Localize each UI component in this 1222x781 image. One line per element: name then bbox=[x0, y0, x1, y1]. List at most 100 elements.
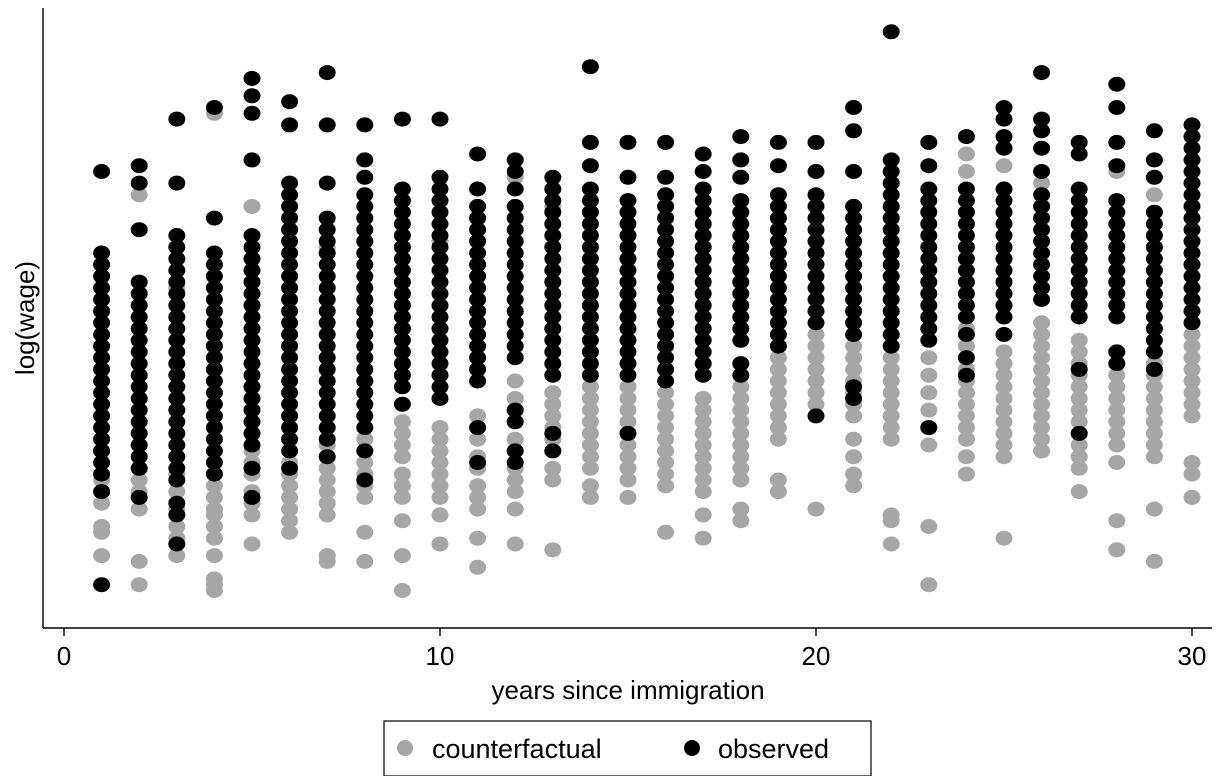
point-observed bbox=[1070, 204, 1088, 220]
point-observed bbox=[431, 169, 449, 185]
point-counterfactual bbox=[957, 146, 975, 162]
point-counterfactual bbox=[807, 338, 825, 354]
point-counterfactual bbox=[1183, 350, 1201, 366]
point-counterfactual bbox=[957, 466, 975, 482]
point-observed bbox=[356, 303, 374, 319]
point-counterfactual bbox=[882, 420, 900, 436]
point-counterfactual bbox=[130, 501, 148, 517]
point-counterfactual bbox=[1108, 437, 1126, 453]
point-observed bbox=[995, 193, 1013, 209]
point-observed bbox=[1145, 204, 1163, 220]
point-observed bbox=[93, 396, 111, 412]
point-observed bbox=[130, 391, 148, 406]
point-observed bbox=[845, 233, 863, 249]
point-observed bbox=[1183, 268, 1201, 284]
point-counterfactual bbox=[243, 198, 261, 214]
point-counterfactual bbox=[356, 553, 374, 569]
point-counterfactual bbox=[393, 548, 411, 564]
point-observed bbox=[882, 257, 900, 273]
point-counterfactual bbox=[882, 385, 900, 401]
point-observed bbox=[769, 280, 787, 296]
point-observed bbox=[93, 466, 111, 482]
point-observed bbox=[469, 233, 487, 249]
point-observed bbox=[1070, 309, 1088, 325]
point-observed bbox=[130, 175, 148, 191]
point-counterfactual bbox=[356, 489, 374, 505]
point-counterfactual bbox=[393, 583, 411, 598]
point-observed bbox=[469, 268, 487, 284]
point-observed bbox=[882, 280, 900, 296]
point-observed bbox=[544, 193, 562, 209]
point-counterfactual bbox=[469, 431, 487, 447]
point-observed bbox=[431, 239, 449, 255]
point-observed bbox=[544, 216, 562, 232]
point-observed bbox=[205, 245, 223, 261]
point-observed bbox=[243, 239, 261, 255]
point-observed bbox=[205, 466, 223, 482]
point-observed bbox=[243, 391, 261, 406]
legend-label-observed: observed bbox=[718, 734, 829, 764]
point-counterfactual bbox=[995, 449, 1013, 465]
point-observed bbox=[281, 460, 299, 476]
point-observed bbox=[619, 228, 637, 243]
point-observed bbox=[393, 286, 411, 302]
point-counterfactual bbox=[469, 559, 487, 575]
point-observed bbox=[469, 338, 487, 354]
point-observed bbox=[732, 129, 750, 145]
point-counterfactual bbox=[657, 466, 675, 482]
point-observed bbox=[356, 280, 374, 296]
point-observed bbox=[619, 286, 637, 302]
point-counterfactual bbox=[732, 425, 750, 441]
y-axis-title: log(wage) bbox=[10, 261, 40, 375]
point-observed bbox=[769, 198, 787, 214]
point-counterfactual bbox=[657, 478, 675, 494]
point-observed bbox=[732, 262, 750, 278]
point-observed bbox=[130, 356, 148, 372]
point-counterfactual bbox=[431, 536, 449, 552]
point-observed bbox=[957, 367, 975, 383]
point-observed bbox=[769, 222, 787, 238]
point-observed bbox=[318, 65, 336, 81]
point-observed bbox=[356, 222, 374, 238]
point-counterfactual bbox=[882, 513, 900, 529]
point-observed bbox=[581, 181, 599, 197]
point-counterfactual bbox=[920, 367, 938, 383]
point-observed bbox=[1108, 274, 1126, 290]
point-observed bbox=[544, 367, 562, 383]
point-observed bbox=[769, 303, 787, 319]
point-observed bbox=[1183, 117, 1201, 133]
point-observed bbox=[544, 274, 562, 290]
point-observed bbox=[469, 245, 487, 261]
point-observed bbox=[431, 391, 449, 406]
point-observed bbox=[93, 431, 111, 447]
point-observed bbox=[769, 158, 787, 174]
point-observed bbox=[544, 332, 562, 348]
point-observed bbox=[168, 251, 186, 267]
point-observed bbox=[544, 286, 562, 302]
point-observed bbox=[807, 257, 825, 273]
point-observed bbox=[205, 431, 223, 447]
point-counterfactual bbox=[1108, 425, 1126, 441]
point-observed bbox=[732, 216, 750, 232]
point-observed bbox=[694, 204, 712, 220]
point-counterfactual bbox=[995, 158, 1013, 174]
point-observed bbox=[882, 198, 900, 214]
point-counterfactual bbox=[431, 420, 449, 436]
point-counterfactual bbox=[1033, 443, 1051, 459]
point-counterfactual bbox=[431, 466, 449, 482]
point-observed bbox=[93, 292, 111, 307]
point-observed bbox=[393, 274, 411, 290]
point-observed bbox=[1070, 262, 1088, 278]
point-observed bbox=[469, 292, 487, 307]
point-observed bbox=[995, 327, 1013, 342]
point-observed bbox=[694, 181, 712, 197]
point-observed bbox=[168, 402, 186, 418]
point-observed bbox=[356, 472, 374, 488]
point-observed bbox=[581, 344, 599, 360]
point-counterfactual bbox=[995, 344, 1013, 360]
legend: counterfactual observed bbox=[383, 720, 872, 777]
point-counterfactual bbox=[318, 507, 336, 523]
point-counterfactual bbox=[957, 164, 975, 179]
point-counterfactual bbox=[581, 489, 599, 505]
point-observed bbox=[243, 425, 261, 441]
